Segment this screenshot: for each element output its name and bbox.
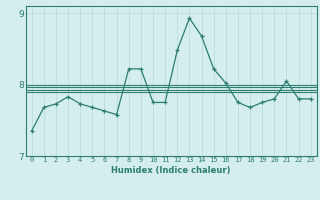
X-axis label: Humidex (Indice chaleur): Humidex (Indice chaleur) bbox=[111, 166, 231, 175]
